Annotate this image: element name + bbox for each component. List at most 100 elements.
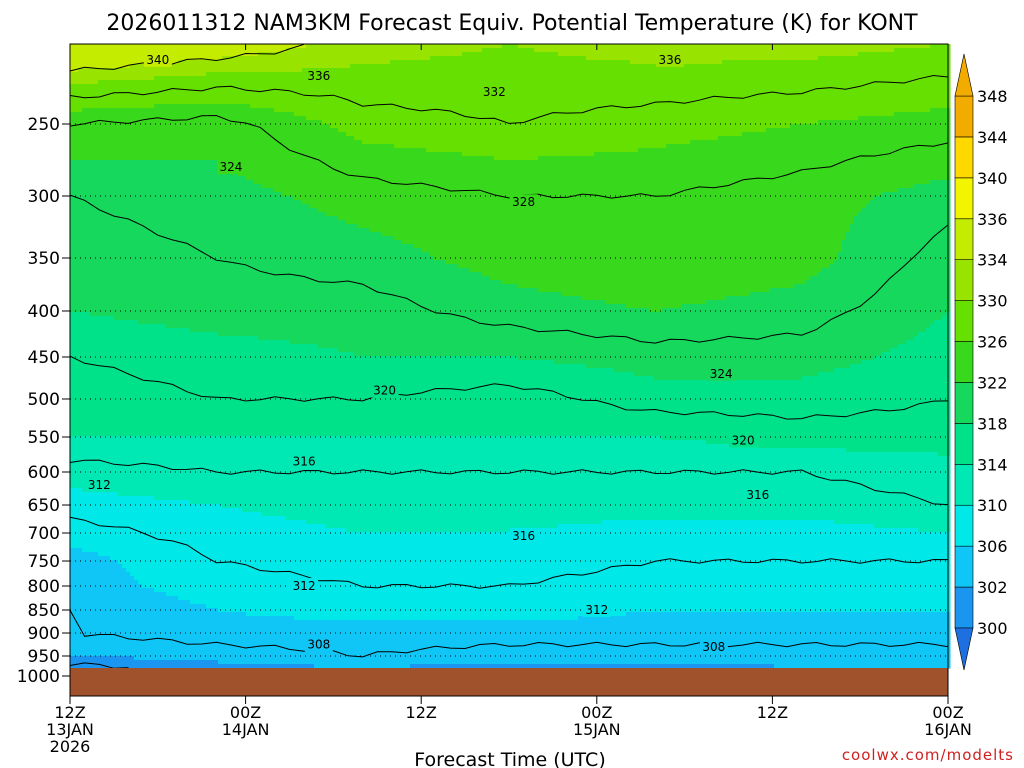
field-cell <box>90 56 95 61</box>
field-cell <box>806 56 811 61</box>
field-cell <box>570 52 575 57</box>
field-cell <box>542 52 547 57</box>
field-cell <box>630 64 635 69</box>
field-cell <box>906 56 911 61</box>
field-cell <box>402 52 407 57</box>
field-cell <box>802 60 807 65</box>
field-cell <box>806 48 811 53</box>
field-cell <box>650 60 655 65</box>
field-cell <box>922 44 927 49</box>
field-cell <box>458 48 463 53</box>
field-cell <box>526 52 531 57</box>
field-cell <box>646 52 651 57</box>
field-cell <box>202 44 207 49</box>
field-cell <box>502 64 507 69</box>
field-cell <box>570 60 575 65</box>
field-cell <box>498 44 503 49</box>
field-cell <box>826 52 831 57</box>
field-cell <box>710 48 715 53</box>
field-cell <box>102 52 107 57</box>
field-cell <box>630 44 635 49</box>
field-cell <box>174 52 179 57</box>
field-cell <box>926 60 931 65</box>
field-cell <box>614 52 619 57</box>
field-cell <box>594 48 599 53</box>
field-cell <box>374 44 379 49</box>
field-cell <box>118 48 123 53</box>
field-cell <box>174 56 179 61</box>
field-cell <box>114 44 119 49</box>
field-cell <box>190 52 195 57</box>
field-cell <box>390 60 395 65</box>
field-cell <box>182 44 187 49</box>
field-cell <box>862 52 867 57</box>
field-cell <box>646 44 651 49</box>
field-cell <box>126 52 131 57</box>
field-cell <box>310 48 315 53</box>
field-cell <box>70 52 75 57</box>
field-cell <box>454 64 459 69</box>
field-cell <box>302 60 307 65</box>
field-cell <box>174 64 179 69</box>
field-cell <box>370 56 375 61</box>
field-cell <box>334 60 339 65</box>
field-cell <box>326 52 331 57</box>
field-cell <box>422 44 427 49</box>
field-cell <box>534 52 539 57</box>
field-cell <box>262 48 267 53</box>
field-cell <box>310 44 315 49</box>
field-cell <box>786 52 791 57</box>
field-cell <box>318 52 323 57</box>
field-cell <box>230 48 235 53</box>
field-cell <box>558 48 563 53</box>
field-cell <box>98 52 103 57</box>
field-cell <box>906 44 911 49</box>
field-cell <box>694 48 699 53</box>
field-cell <box>498 52 503 57</box>
field-cell <box>382 48 387 53</box>
field-cell <box>630 48 635 53</box>
field-cell <box>106 48 111 53</box>
field-cell <box>930 52 935 57</box>
field-cell <box>214 44 219 49</box>
field-cell <box>630 56 635 61</box>
field-cell <box>270 64 275 69</box>
field-cell <box>178 48 183 53</box>
field-cell <box>450 44 455 49</box>
field-cell <box>482 60 487 65</box>
field-cell <box>562 44 567 49</box>
field-cell <box>418 56 423 61</box>
field-cell <box>394 52 399 57</box>
field-cell <box>274 44 279 49</box>
field-cell <box>906 52 911 57</box>
field-cell <box>842 44 847 49</box>
field-cell <box>178 52 183 57</box>
field-cell <box>506 64 511 69</box>
field-cell <box>530 44 535 49</box>
field-cell <box>722 48 727 53</box>
field-cell <box>774 48 779 53</box>
field-cell <box>830 48 835 53</box>
field-cell <box>602 52 607 57</box>
field-cell <box>294 64 299 69</box>
field-cell <box>634 52 639 57</box>
field-cell <box>518 44 523 49</box>
field-cell <box>462 52 467 57</box>
field-cell <box>942 60 947 65</box>
field-cell <box>434 52 439 57</box>
field-cell <box>786 48 791 53</box>
field-cell <box>586 60 591 65</box>
field-cell <box>514 52 519 57</box>
field-cell <box>706 44 711 49</box>
field-cell <box>566 52 571 57</box>
field-cell <box>518 48 523 53</box>
field-cell <box>826 44 831 49</box>
field-cell <box>326 56 331 61</box>
field-cell <box>702 52 707 57</box>
field-cell <box>638 44 643 49</box>
field-cell <box>294 52 299 57</box>
field-cell <box>302 48 307 53</box>
field-cell <box>754 52 759 57</box>
field-cell <box>110 60 115 65</box>
field-cell <box>262 44 267 49</box>
